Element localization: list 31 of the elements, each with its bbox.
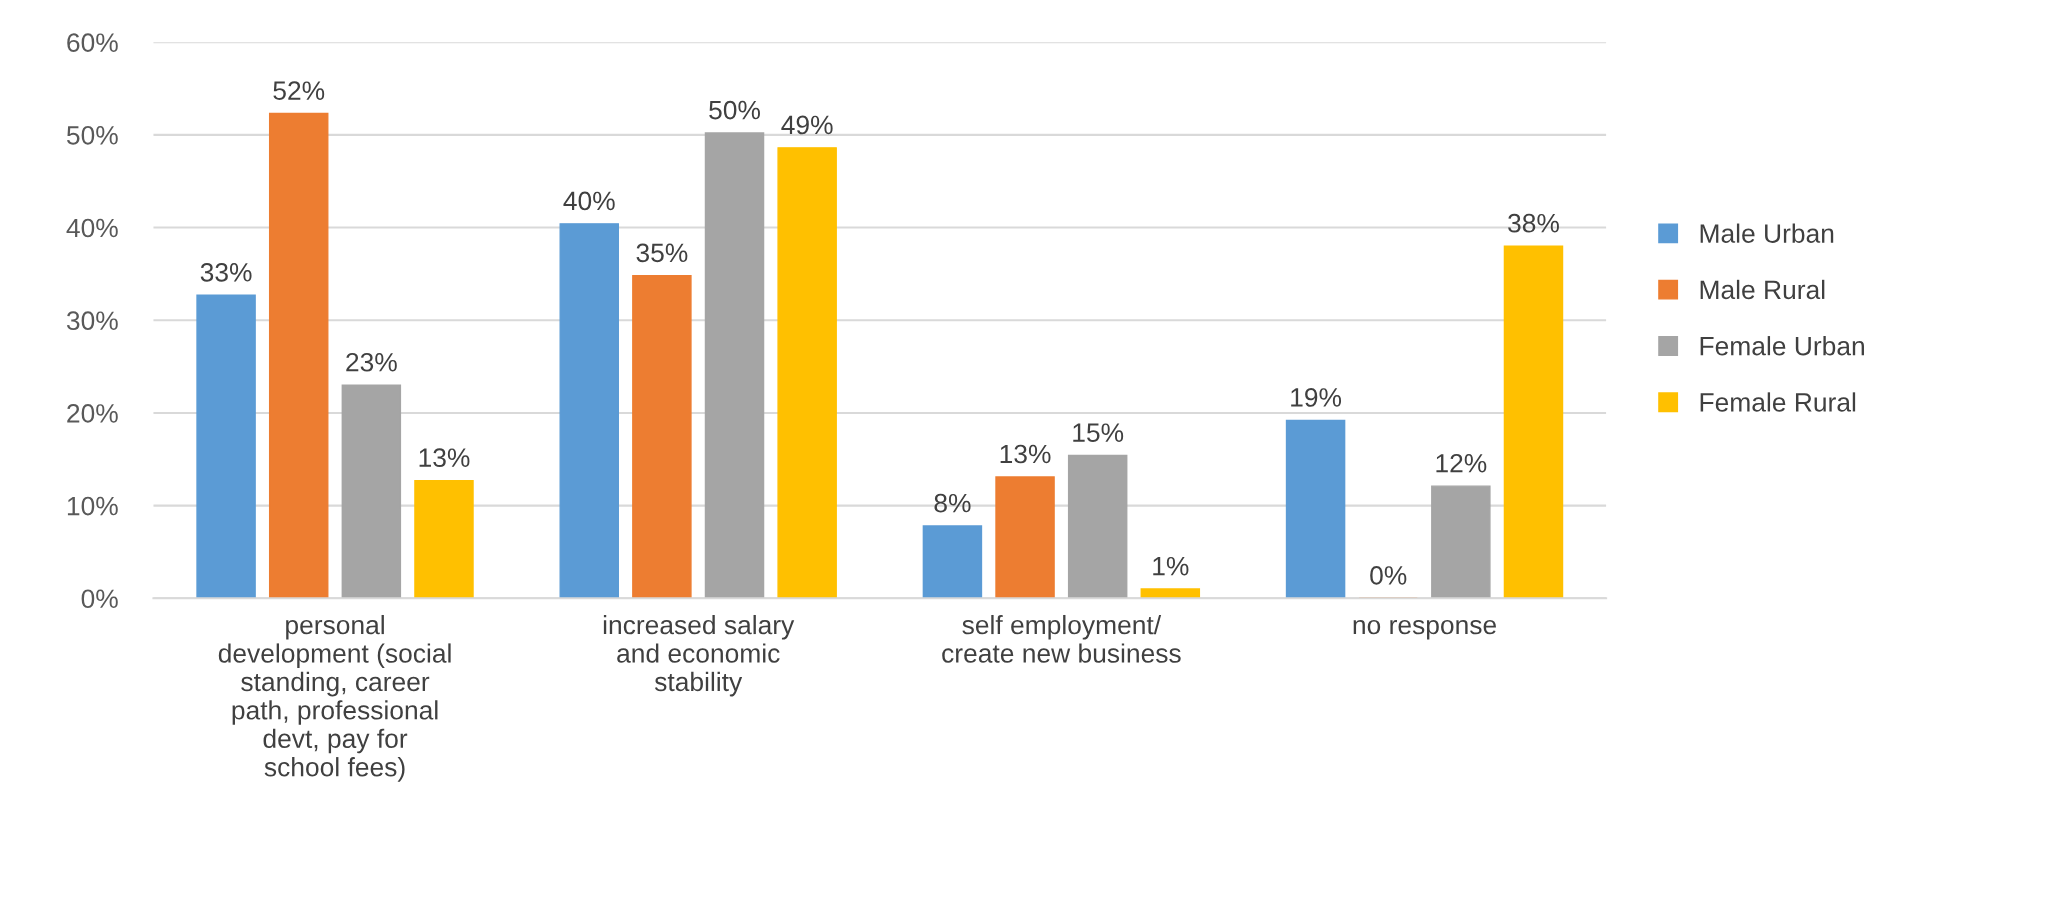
x-tick-label: personal development (social standing, career path, professional devt, pay for school fees): [218, 614, 451, 782]
data-label: 0%: [1370, 566, 1407, 585]
legend-label: Male Rural: [1700, 279, 1825, 300]
data-label: 13%: [1000, 444, 1051, 464]
legend-label: Female Rural: [1700, 392, 1856, 412]
data-label: 1%: [1153, 556, 1189, 576]
data-label: 12%: [1436, 453, 1487, 473]
data-label: 50%: [709, 100, 760, 120]
y-tick-label: 10%: [67, 496, 118, 516]
x-tick-label: increased salary and economic stability: [603, 614, 795, 697]
data-label: 52%: [273, 81, 325, 100]
x-tick-label: self employment/ create new business: [942, 614, 1181, 663]
data-label: 13%: [419, 448, 470, 468]
data-label: 35%: [636, 243, 688, 263]
y-tick-label: 40%: [66, 218, 118, 238]
data-label: 8%: [934, 493, 971, 513]
data-label: 38%: [1508, 213, 1559, 233]
x-tick-label: no response: [1353, 619, 1496, 640]
legend-label: Female Urban: [1700, 336, 1864, 356]
legend-label: Male Urban: [1700, 223, 1834, 243]
data-label: 49%: [781, 115, 833, 135]
y-tick-label: 30%: [66, 311, 118, 331]
data-label: 15%: [1073, 423, 1124, 443]
data-label: 23%: [346, 352, 397, 372]
y-tick-label: 20%: [67, 404, 118, 423]
y-tick-label: 50%: [66, 125, 118, 145]
y-tick-label: 60%: [67, 33, 118, 52]
data-label: 33%: [200, 262, 252, 282]
data-label: 19%: [1291, 388, 1342, 407]
data-label: 40%: [563, 191, 615, 211]
y-tick-label: 0%: [81, 589, 118, 609]
